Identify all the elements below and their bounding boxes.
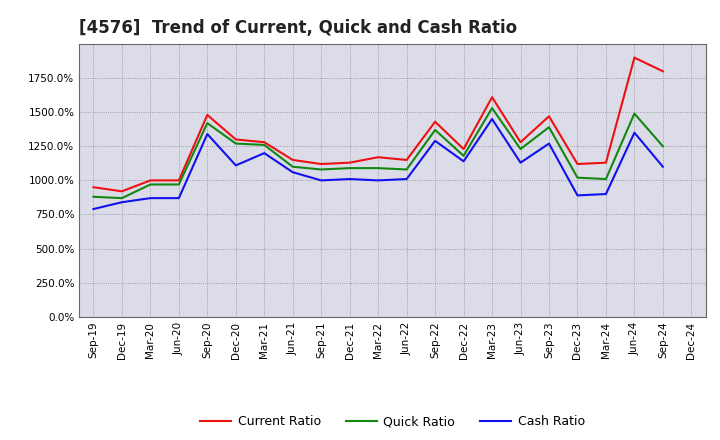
Current Ratio [117,189,126,194]
Quick Ratio [174,182,183,187]
Cash Ratio [487,116,496,121]
Cash Ratio [174,195,183,201]
Legend: Current Ratio, Quick Ratio, Cash Ratio: Current Ratio, Quick Ratio, Cash Ratio [195,411,590,433]
Quick Ratio [459,153,468,158]
Quick Ratio [146,182,155,187]
Cash Ratio [602,191,611,197]
Quick Ratio [346,165,354,171]
Current Ratio [545,114,554,119]
Quick Ratio [260,142,269,147]
Cash Ratio [402,176,411,182]
Quick Ratio [545,125,554,130]
Quick Ratio [289,164,297,169]
Current Ratio [630,55,639,60]
Current Ratio [174,178,183,183]
Cash Ratio [374,178,382,183]
Quick Ratio [117,195,126,201]
Quick Ratio [602,176,611,182]
Current Ratio [232,137,240,142]
Cash Ratio [289,169,297,175]
Quick Ratio [402,167,411,172]
Cash Ratio [459,159,468,164]
Current Ratio [573,161,582,167]
Current Ratio [374,154,382,160]
Cash Ratio [630,130,639,136]
Line: Current Ratio: Current Ratio [94,58,663,191]
Cash Ratio [232,163,240,168]
Current Ratio [516,139,525,145]
Quick Ratio [232,141,240,146]
Current Ratio [487,95,496,100]
Quick Ratio [630,111,639,116]
Quick Ratio [374,165,382,171]
Current Ratio [317,161,325,167]
Line: Quick Ratio: Quick Ratio [94,108,663,198]
Current Ratio [260,139,269,145]
Cash Ratio [346,176,354,182]
Quick Ratio [516,147,525,152]
Current Ratio [459,147,468,152]
Cash Ratio [89,206,98,212]
Quick Ratio [89,194,98,199]
Cash Ratio [203,132,212,137]
Quick Ratio [317,167,325,172]
Cash Ratio [146,195,155,201]
Quick Ratio [431,127,439,132]
Line: Cash Ratio: Cash Ratio [94,119,663,209]
Current Ratio [289,157,297,162]
Current Ratio [402,157,411,162]
Current Ratio [89,185,98,190]
Current Ratio [431,119,439,125]
Cash Ratio [117,200,126,205]
Quick Ratio [203,121,212,126]
Cash Ratio [260,150,269,156]
Quick Ratio [487,106,496,111]
Current Ratio [659,69,667,74]
Cash Ratio [659,164,667,169]
Cash Ratio [573,193,582,198]
Current Ratio [146,178,155,183]
Cash Ratio [431,138,439,143]
Quick Ratio [659,143,667,149]
Cash Ratio [545,141,554,146]
Cash Ratio [317,178,325,183]
Current Ratio [203,112,212,117]
Current Ratio [602,160,611,165]
Text: [4576]  Trend of Current, Quick and Cash Ratio: [4576] Trend of Current, Quick and Cash … [79,19,518,37]
Cash Ratio [516,160,525,165]
Quick Ratio [573,175,582,180]
Current Ratio [346,160,354,165]
